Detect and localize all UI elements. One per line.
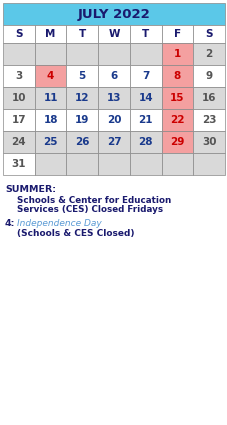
Bar xyxy=(66,25,98,43)
Text: 28: 28 xyxy=(138,137,152,147)
Bar xyxy=(3,153,35,175)
Text: 22: 22 xyxy=(169,115,184,125)
Bar xyxy=(3,131,35,153)
Bar xyxy=(192,25,224,43)
Bar xyxy=(3,25,35,43)
Bar xyxy=(129,109,161,131)
Bar xyxy=(35,65,66,87)
Text: 3: 3 xyxy=(15,71,22,81)
Text: T: T xyxy=(141,29,149,39)
Text: 17: 17 xyxy=(12,115,26,125)
Bar xyxy=(129,87,161,109)
Bar xyxy=(98,153,129,175)
Text: 9: 9 xyxy=(205,71,212,81)
Bar xyxy=(192,109,224,131)
Text: 16: 16 xyxy=(201,93,215,103)
Text: 19: 19 xyxy=(75,115,89,125)
Bar xyxy=(161,65,192,87)
Text: 31: 31 xyxy=(12,159,26,169)
Bar xyxy=(161,153,192,175)
Bar xyxy=(161,109,192,131)
Text: 21: 21 xyxy=(138,115,152,125)
Bar xyxy=(66,43,98,65)
Text: 29: 29 xyxy=(170,137,184,147)
Text: 23: 23 xyxy=(201,115,215,125)
Bar xyxy=(192,43,224,65)
Bar xyxy=(98,25,129,43)
Bar xyxy=(35,25,66,43)
Text: 6: 6 xyxy=(110,71,117,81)
Text: Services (CES) Closed Fridays: Services (CES) Closed Fridays xyxy=(17,205,162,214)
Text: 30: 30 xyxy=(201,137,215,147)
Bar xyxy=(35,87,66,109)
Bar xyxy=(66,87,98,109)
Bar xyxy=(192,87,224,109)
Bar xyxy=(3,87,35,109)
Text: 25: 25 xyxy=(43,137,58,147)
Text: 24: 24 xyxy=(12,137,26,147)
Text: 18: 18 xyxy=(43,115,58,125)
Text: 12: 12 xyxy=(75,93,89,103)
Bar xyxy=(161,25,192,43)
Text: 5: 5 xyxy=(78,71,86,81)
Bar xyxy=(129,43,161,65)
Text: 14: 14 xyxy=(138,93,152,103)
Bar xyxy=(98,65,129,87)
Bar xyxy=(129,65,161,87)
Text: S: S xyxy=(15,29,22,39)
Bar xyxy=(98,87,129,109)
Text: 10: 10 xyxy=(12,93,26,103)
Text: 8: 8 xyxy=(173,71,180,81)
Text: 2: 2 xyxy=(205,49,212,59)
Bar xyxy=(35,109,66,131)
Bar xyxy=(3,3,224,25)
Bar xyxy=(3,43,35,65)
Bar xyxy=(98,109,129,131)
Bar xyxy=(161,131,192,153)
Text: 4: 4 xyxy=(47,71,54,81)
Text: F: F xyxy=(173,29,180,39)
Text: 7: 7 xyxy=(141,71,149,81)
Bar xyxy=(66,65,98,87)
Text: 27: 27 xyxy=(106,137,121,147)
Text: SUMMER:: SUMMER: xyxy=(5,185,56,194)
Bar xyxy=(129,131,161,153)
Text: 1: 1 xyxy=(173,49,180,59)
Bar xyxy=(66,131,98,153)
Bar xyxy=(129,25,161,43)
Bar xyxy=(161,43,192,65)
Text: 20: 20 xyxy=(106,115,121,125)
Text: JULY 2022: JULY 2022 xyxy=(77,8,150,20)
Text: 26: 26 xyxy=(75,137,89,147)
Bar xyxy=(3,109,35,131)
Text: 11: 11 xyxy=(43,93,58,103)
Text: Independence Day: Independence Day xyxy=(17,219,101,228)
Bar xyxy=(35,131,66,153)
Text: T: T xyxy=(78,29,86,39)
Bar xyxy=(192,131,224,153)
Bar xyxy=(98,131,129,153)
Bar xyxy=(3,65,35,87)
Text: 15: 15 xyxy=(169,93,184,103)
Bar xyxy=(129,153,161,175)
Bar xyxy=(192,65,224,87)
Bar xyxy=(98,43,129,65)
Bar xyxy=(66,109,98,131)
Text: (Schools & CES Closed): (Schools & CES Closed) xyxy=(17,229,134,238)
Text: Schools & Center for Education: Schools & Center for Education xyxy=(17,196,170,205)
Text: M: M xyxy=(45,29,56,39)
Text: W: W xyxy=(108,29,119,39)
Bar xyxy=(161,87,192,109)
Bar xyxy=(35,153,66,175)
Bar xyxy=(66,153,98,175)
Text: 4:: 4: xyxy=(5,219,15,228)
Bar xyxy=(192,153,224,175)
Text: 13: 13 xyxy=(106,93,121,103)
Bar xyxy=(35,43,66,65)
Text: S: S xyxy=(205,29,212,39)
